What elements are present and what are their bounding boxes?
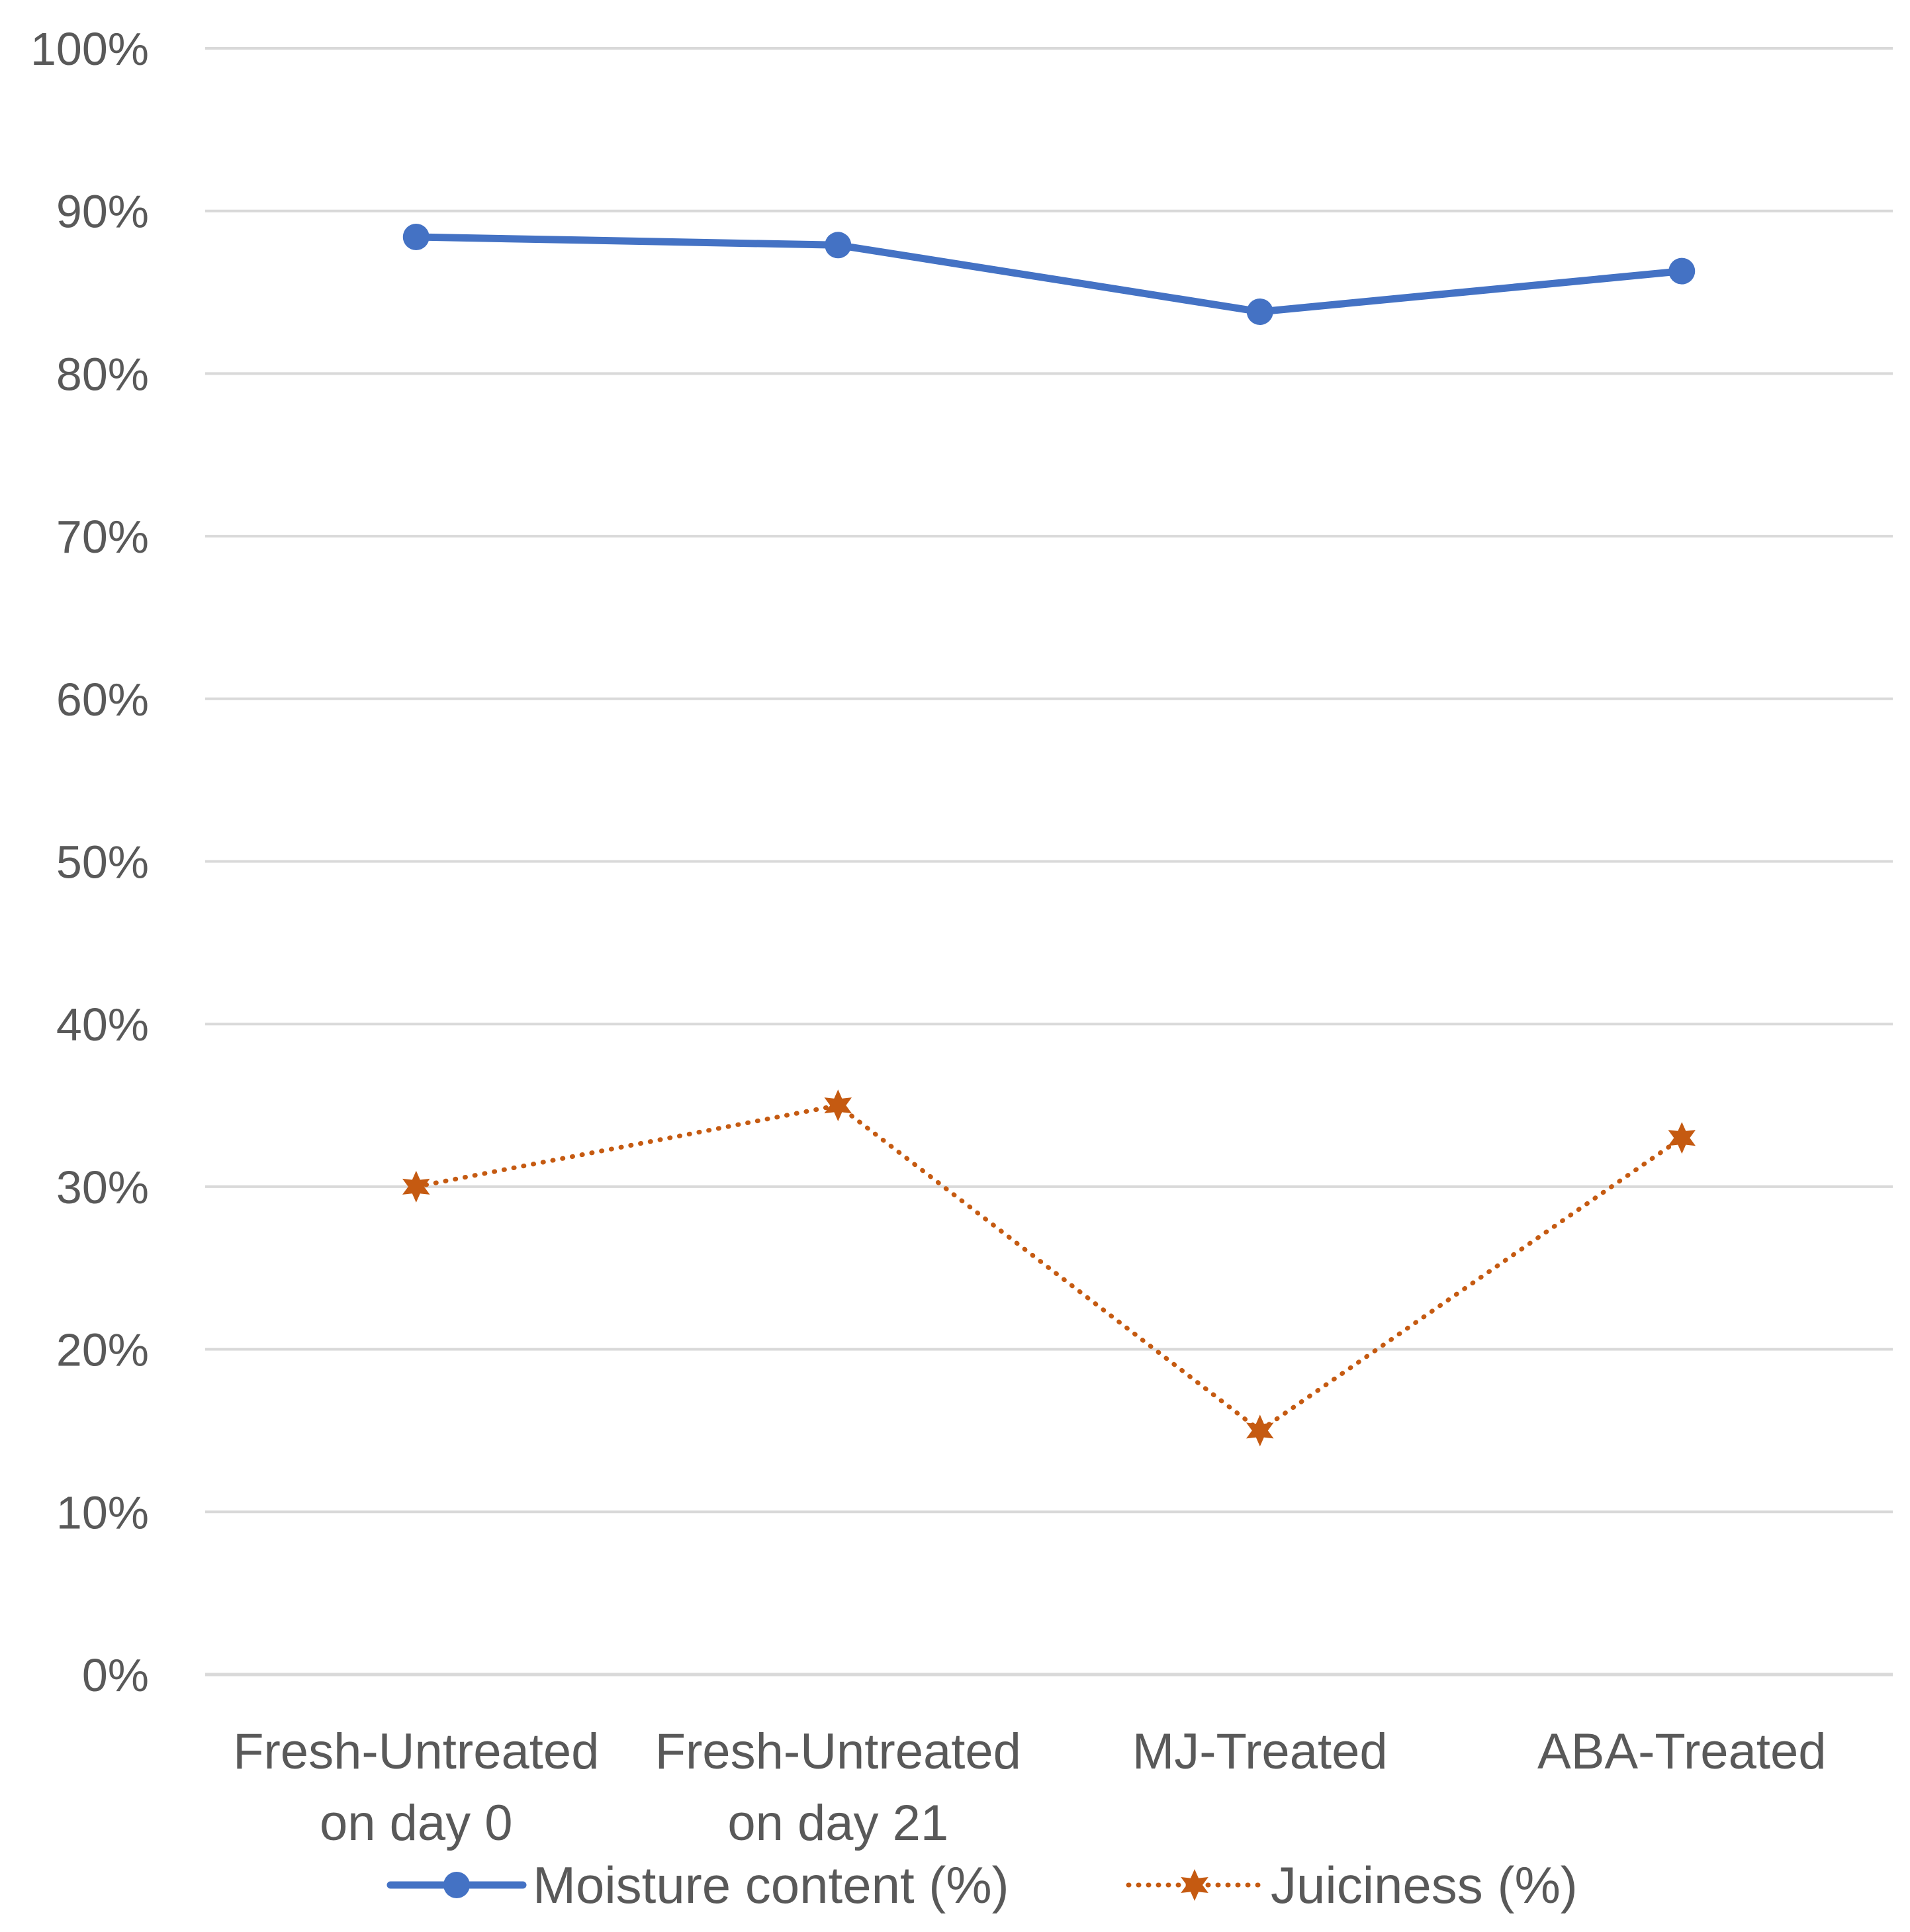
data-point bbox=[825, 232, 852, 259]
y-tick-label: 0% bbox=[82, 1649, 149, 1701]
y-tick-label: 60% bbox=[56, 674, 149, 725]
x-tick-label: ABA-Treated bbox=[1537, 1724, 1826, 1780]
y-tick-label: 90% bbox=[56, 186, 149, 238]
x-tick-label-line: on day 21 bbox=[727, 1795, 948, 1851]
x-tick-label-line: Fresh-Untreated bbox=[655, 1724, 1021, 1780]
x-axis-tick-labels: Fresh-Untreated on day 0 Fresh-Untreated on… bbox=[233, 1724, 1826, 1851]
gridlines bbox=[205, 47, 1893, 1677]
data-point bbox=[1246, 1414, 1274, 1447]
y-tick-label: 80% bbox=[56, 348, 149, 400]
legend-item: Juiciness (%) bbox=[1126, 1856, 1578, 1914]
legend: Moisture content (%) Juiciness (%) bbox=[387, 1856, 1578, 1914]
series-line bbox=[412, 233, 1686, 316]
x-tick-label: MJ-Treated bbox=[1132, 1724, 1388, 1780]
legend-swatch-marker bbox=[443, 1872, 470, 1898]
data-point bbox=[1668, 257, 1696, 285]
series-line bbox=[414, 1103, 1684, 1433]
y-tick-label: 20% bbox=[56, 1324, 149, 1376]
y-tick-label: 50% bbox=[56, 837, 149, 888]
data-point bbox=[402, 224, 430, 251]
y-tick-label: 70% bbox=[56, 511, 149, 563]
data-point bbox=[1246, 299, 1273, 326]
y-tick-label: 100% bbox=[30, 23, 149, 75]
legend-item: Moisture content (%) bbox=[387, 1856, 1009, 1914]
data-point bbox=[1668, 1122, 1696, 1154]
y-tick-label: 10% bbox=[56, 1487, 149, 1538]
y-tick-label: 40% bbox=[56, 999, 149, 1050]
x-tick-label-line: MJ-Treated bbox=[1132, 1724, 1388, 1780]
x-tick-label: Fresh-Untreated on day 21 bbox=[655, 1724, 1021, 1851]
y-axis-tick-labels: 0% 10% 20% 30% 40% 50% 60% 70% 80% 90% 100% bbox=[30, 23, 149, 1701]
data-point bbox=[824, 1089, 852, 1122]
legend-swatch-marker bbox=[1181, 1869, 1208, 1901]
legend-label: Juiciness (%) bbox=[1271, 1856, 1578, 1914]
y-tick-label: 30% bbox=[56, 1162, 149, 1213]
series-moisture-content bbox=[402, 224, 1696, 326]
x-tick-label-line: Fresh-Untreated bbox=[233, 1724, 599, 1780]
series-layer bbox=[402, 224, 1696, 1447]
x-tick-label-line: on day 0 bbox=[320, 1795, 513, 1851]
data-point bbox=[402, 1170, 430, 1203]
legend-label: Moisture content (%) bbox=[533, 1856, 1009, 1914]
series-juiciness bbox=[402, 1089, 1696, 1447]
x-tick-label: Fresh-Untreated on day 0 bbox=[233, 1724, 599, 1851]
x-tick-label-line: ABA-Treated bbox=[1537, 1724, 1826, 1780]
